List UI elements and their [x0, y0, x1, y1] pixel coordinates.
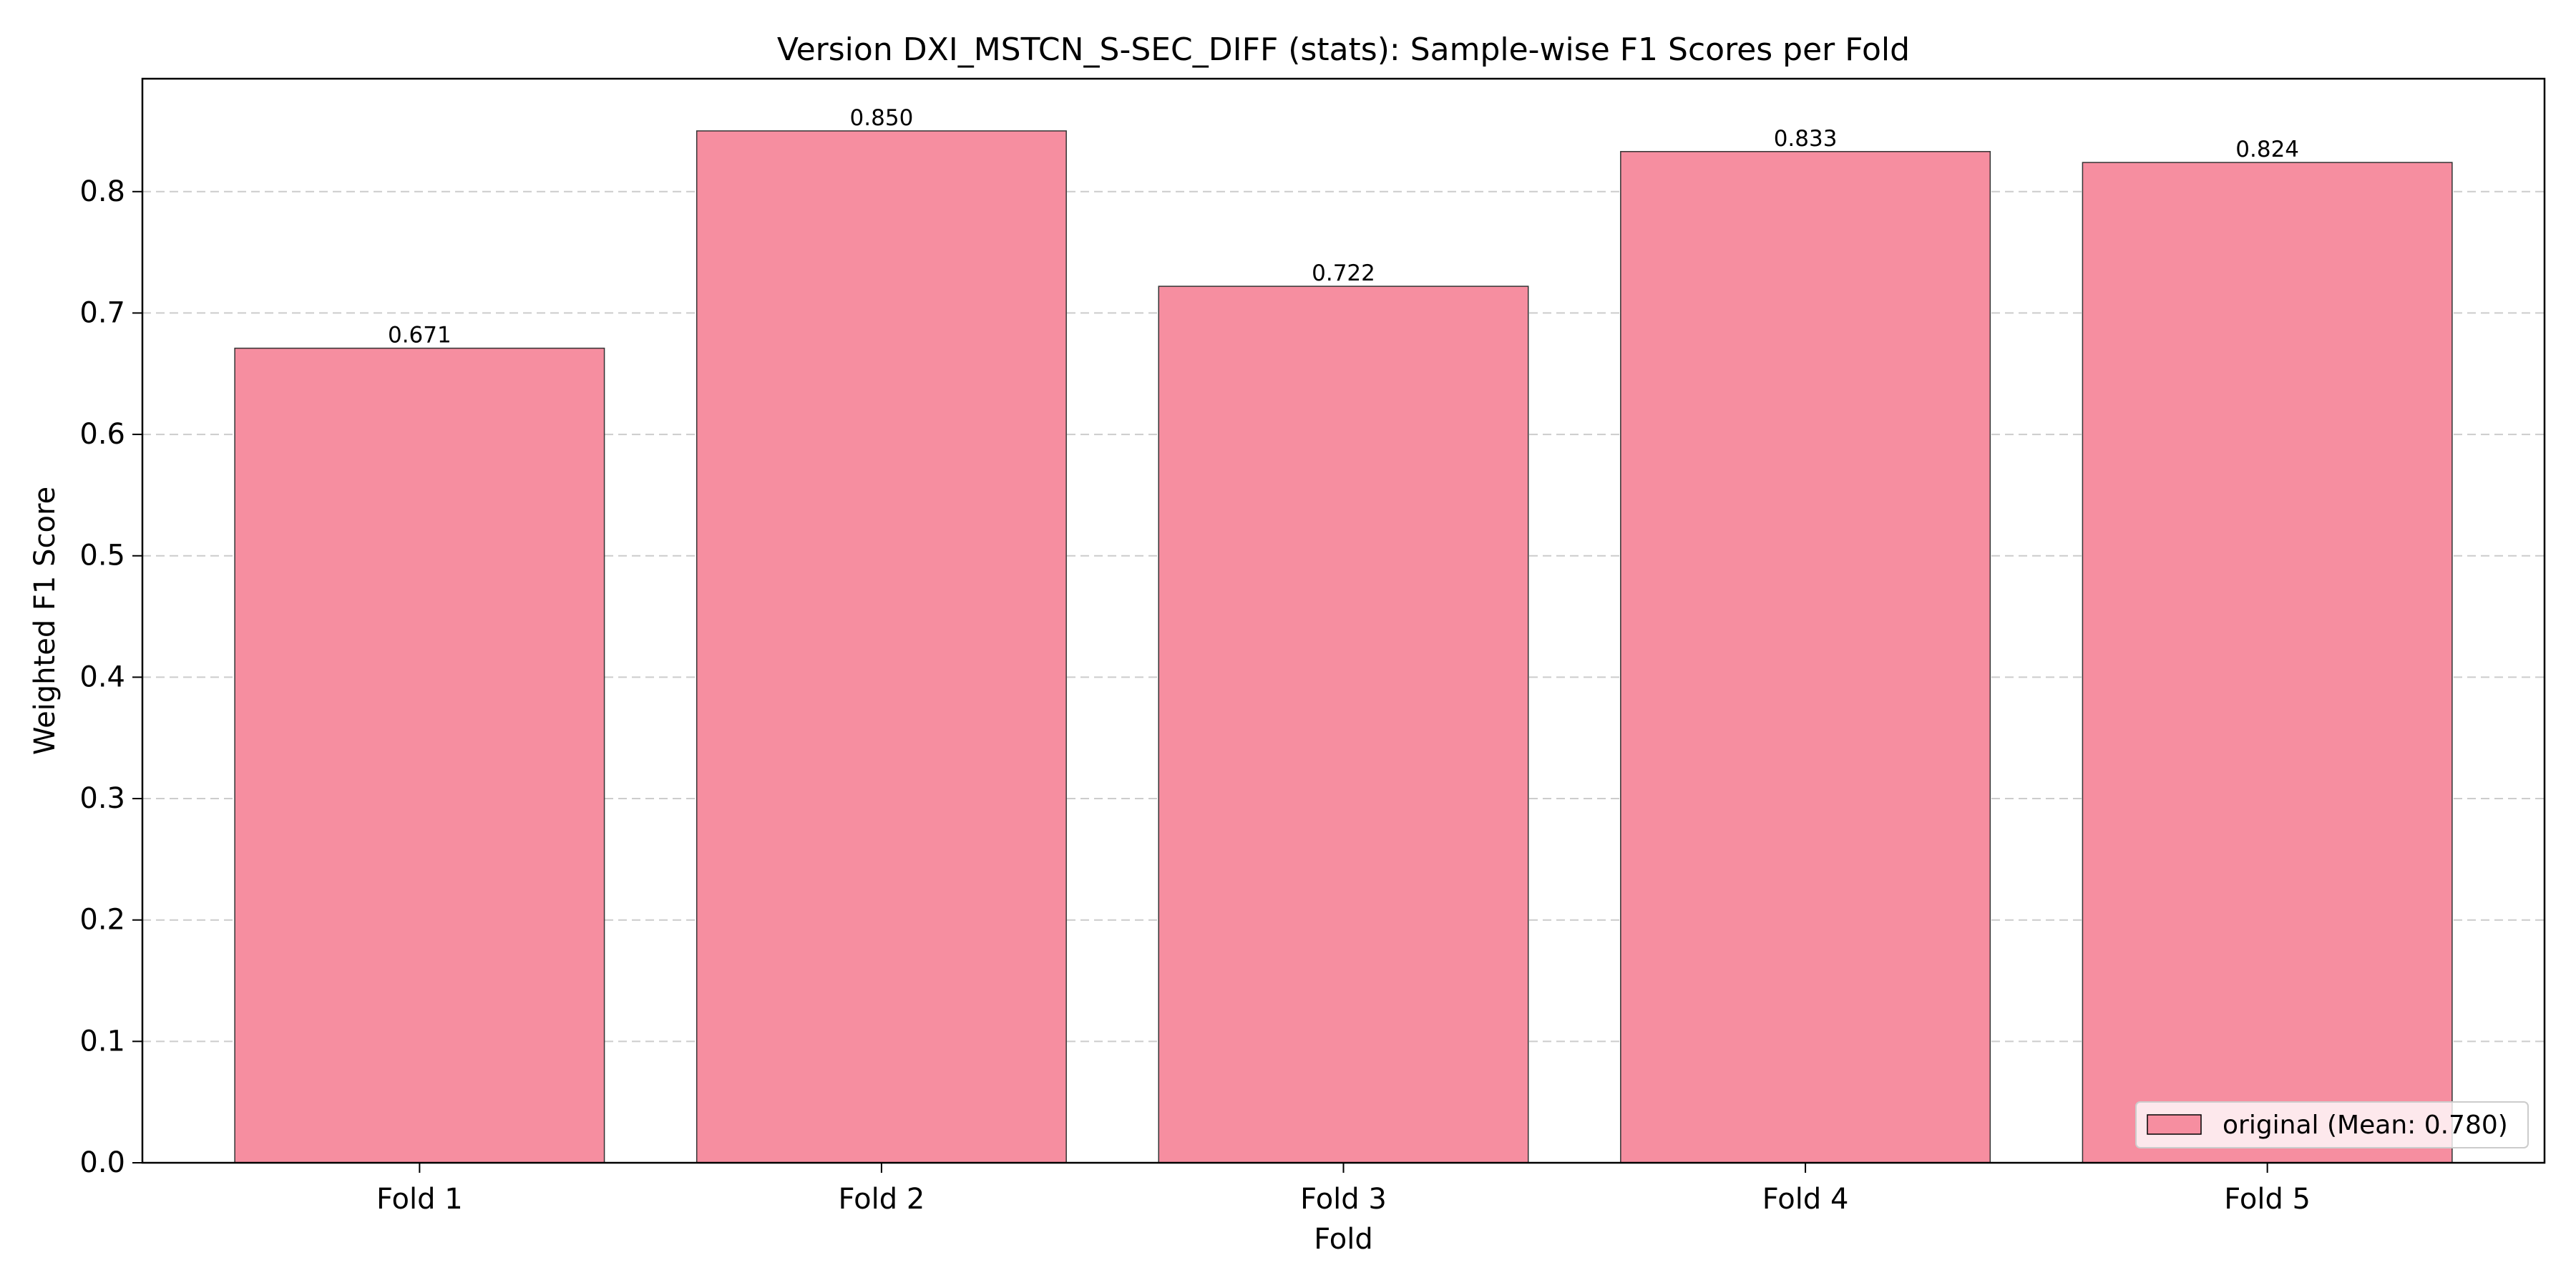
x-tick-label: Fold 3	[1300, 1183, 1387, 1216]
x-axis-ticks: Fold 1 Fold 2 Fold 3 Fold 4 Fold 5	[376, 1163, 2311, 1216]
y-tick-label: 0.3	[79, 782, 125, 815]
bars	[234, 130, 2453, 1163]
y-tick-label: 0.2	[79, 904, 125, 937]
legend-entry: original (Mean: 0.780)	[2223, 1111, 2508, 1140]
y-tick-label: 0.8	[79, 175, 125, 208]
bar	[2082, 162, 2453, 1163]
x-tick-label: Fold 2	[839, 1183, 925, 1216]
bar	[234, 347, 605, 1163]
bar	[1158, 286, 1529, 1163]
y-tick-label: 0.4	[79, 660, 125, 693]
y-tick-label: 0.7	[79, 296, 125, 329]
legend: original (Mean: 0.780)	[2135, 1101, 2529, 1148]
x-tick-label: Fold 4	[1762, 1183, 1849, 1216]
x-tick-label: Fold 5	[2224, 1183, 2311, 1216]
bar	[1620, 151, 1991, 1163]
bar-value-label: 0.833	[1774, 126, 1838, 152]
x-axis-label: Fold	[1314, 1223, 1373, 1256]
y-tick-label: 0.5	[79, 540, 125, 572]
bar-value-label: 0.850	[850, 105, 914, 131]
bar-value-label: 0.824	[2235, 137, 2299, 162]
bar	[696, 130, 1067, 1163]
y-tick-label: 0.0	[79, 1146, 125, 1179]
chart-title: Version DXI_MSTCN_S-SEC_DIFF (stats): Sa…	[777, 31, 1910, 68]
y-tick-label: 0.6	[79, 418, 125, 451]
y-tick-label: 0.1	[79, 1025, 125, 1058]
legend-swatch	[2147, 1114, 2202, 1135]
y-axis-label: Weighted F1 Score	[29, 487, 62, 755]
x-tick-label: Fold 1	[376, 1183, 463, 1216]
bar-value-label: 0.722	[1312, 260, 1375, 286]
bar-value-label: 0.671	[388, 323, 452, 348]
data-labels: 0.671 0.850 0.722 0.833 0.824	[388, 105, 2299, 348]
y-axis-ticks: 0.0 0.1 0.2 0.3 0.4 0.5 0.6 0.7 0.8	[79, 175, 142, 1179]
legend-box	[2135, 1101, 2529, 1148]
